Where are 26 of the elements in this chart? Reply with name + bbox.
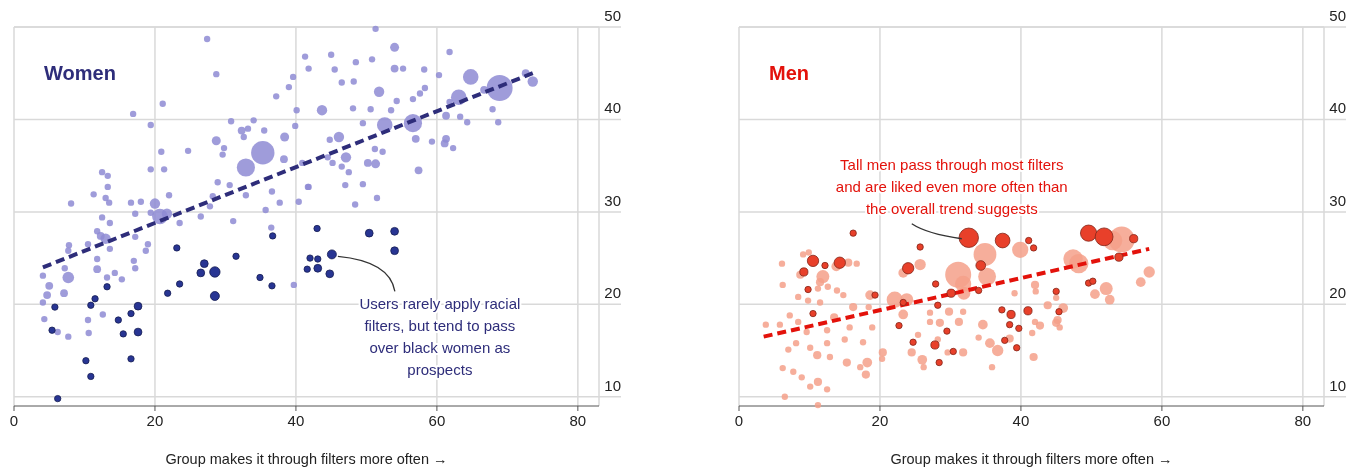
x-axis-title: Group makes it through filters more often → <box>165 451 448 467</box>
x-tick-label: 40 <box>287 412 305 429</box>
y-tick-label: 30 <box>1329 191 1346 209</box>
y-tick-label: 50 <box>604 7 621 24</box>
x-tick-label: 80 <box>569 412 587 429</box>
y-tick-label: 20 <box>1329 284 1346 302</box>
y-tick-label: 10 <box>1329 376 1346 394</box>
y-tick-label: 40 <box>604 99 621 117</box>
y-tick-label: 50 <box>1329 7 1346 24</box>
x-tick-label: 60 <box>428 412 446 429</box>
text: Women <box>44 62 116 84</box>
x-tick-label: 0 <box>9 412 19 429</box>
x-tick-label: 80 <box>1294 412 1312 429</box>
x-tick-label: 40 <box>1012 412 1030 429</box>
y-tick-label: 20 <box>604 284 621 302</box>
text: Men <box>769 62 809 84</box>
x-tick-label: 0 <box>734 412 744 429</box>
y-tick-label: 40 <box>1329 99 1346 117</box>
y-tick-label: 10 <box>604 376 621 394</box>
x-axis-title: Group makes it through filters more often → <box>890 451 1173 467</box>
x-tick-label: 20 <box>146 412 164 429</box>
y-tick-label: 30 <box>604 191 621 209</box>
annotation: Users rarely apply racial filters, but tend to pass over black women as prospects <box>359 295 521 379</box>
x-tick-label: 20 <box>871 412 889 429</box>
x-tick-label: 60 <box>1153 412 1171 429</box>
annotation: Tall men pass through most filters and are liked even more often than the overall trend suggests <box>835 155 1068 217</box>
